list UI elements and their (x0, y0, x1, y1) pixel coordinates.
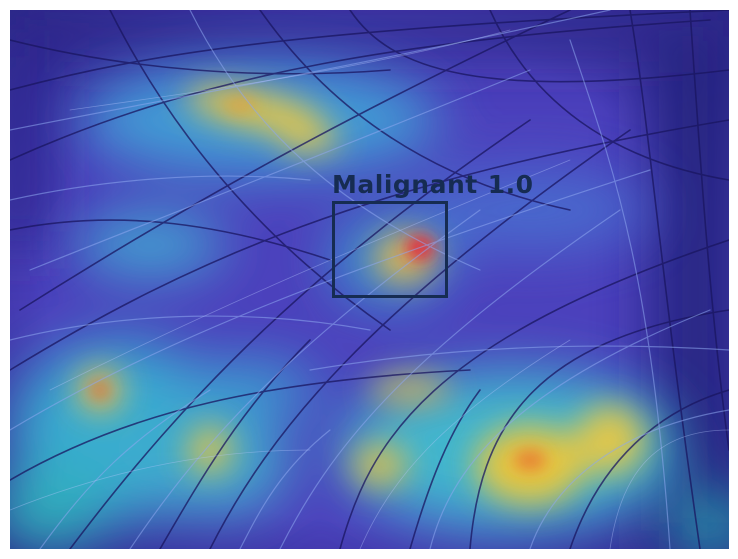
heatmap-peak-regions (91, 98, 546, 470)
heatmap-image: Malignant 1.0 (10, 10, 729, 549)
detection-score: 1.0 (487, 170, 534, 199)
hair-strands (10, 10, 729, 549)
heatmap-canvas (10, 10, 729, 549)
detection-class-label: Malignant (332, 170, 478, 199)
detection-label: Malignant 1.0 (332, 170, 534, 199)
detection-bounding-box (332, 201, 448, 298)
